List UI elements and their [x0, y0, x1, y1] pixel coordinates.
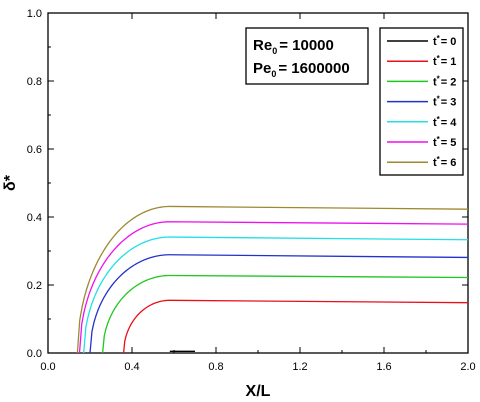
- series-line-t4: [83, 236, 469, 354]
- parameter-annotation: Re0 = 10000 Pe0 = 1600000: [245, 27, 369, 85]
- y-tick-label: 0.2: [27, 280, 42, 292]
- series-line-t6: [76, 205, 469, 354]
- y-axis-title: δ*: [2, 174, 19, 191]
- y-tick-label: 0.8: [27, 76, 42, 88]
- x-tick-label: 1.2: [292, 361, 307, 373]
- axis-ticks: 0.0 0.4 0.8 1.2 1.6 2.0 0.0 0.2 0.4 0.6 0.8 1.0: [27, 8, 476, 373]
- legend-label-t2: t*= 2: [433, 74, 456, 88]
- legend: t*= 0 t*= 1 t*= 2 t*= 3 t*= 4 t*= 5 t*= 6: [379, 27, 464, 176]
- series-line-t3: [89, 254, 469, 354]
- x-tick-label: 0.0: [40, 361, 55, 373]
- legend-label-t6: t*= 6: [433, 155, 456, 169]
- legend-label-t1: t*= 1: [433, 54, 456, 68]
- x-axis-title: X/L: [246, 383, 271, 400]
- annotation-box: [245, 27, 369, 85]
- y-tick-label: 0.4: [27, 212, 42, 224]
- y-tick-label: 0.0: [27, 348, 42, 360]
- legend-label-t5: t*= 5: [433, 135, 456, 149]
- re-annotation: Re0 = 10000: [253, 37, 334, 56]
- series-lines: [76, 205, 469, 354]
- pe-annotation: Pe0 = 1600000: [253, 60, 350, 79]
- legend-label-t0: t*= 0: [433, 34, 456, 48]
- y-tick-label: 1.0: [27, 8, 42, 20]
- series-line-t1: [122, 299, 469, 354]
- legend-label-t4: t*= 4: [433, 115, 457, 129]
- series-line-t2: [101, 274, 469, 354]
- x-tick-label: 1.6: [376, 361, 391, 373]
- y-tick-label: 0.6: [27, 144, 42, 156]
- legend-label-t3: t*= 3: [433, 95, 456, 109]
- x-tick-label: 2.0: [460, 361, 475, 373]
- x-tick-label: 0.4: [124, 361, 139, 373]
- series-line-t5: [78, 221, 469, 354]
- x-tick-label: 0.8: [208, 361, 223, 373]
